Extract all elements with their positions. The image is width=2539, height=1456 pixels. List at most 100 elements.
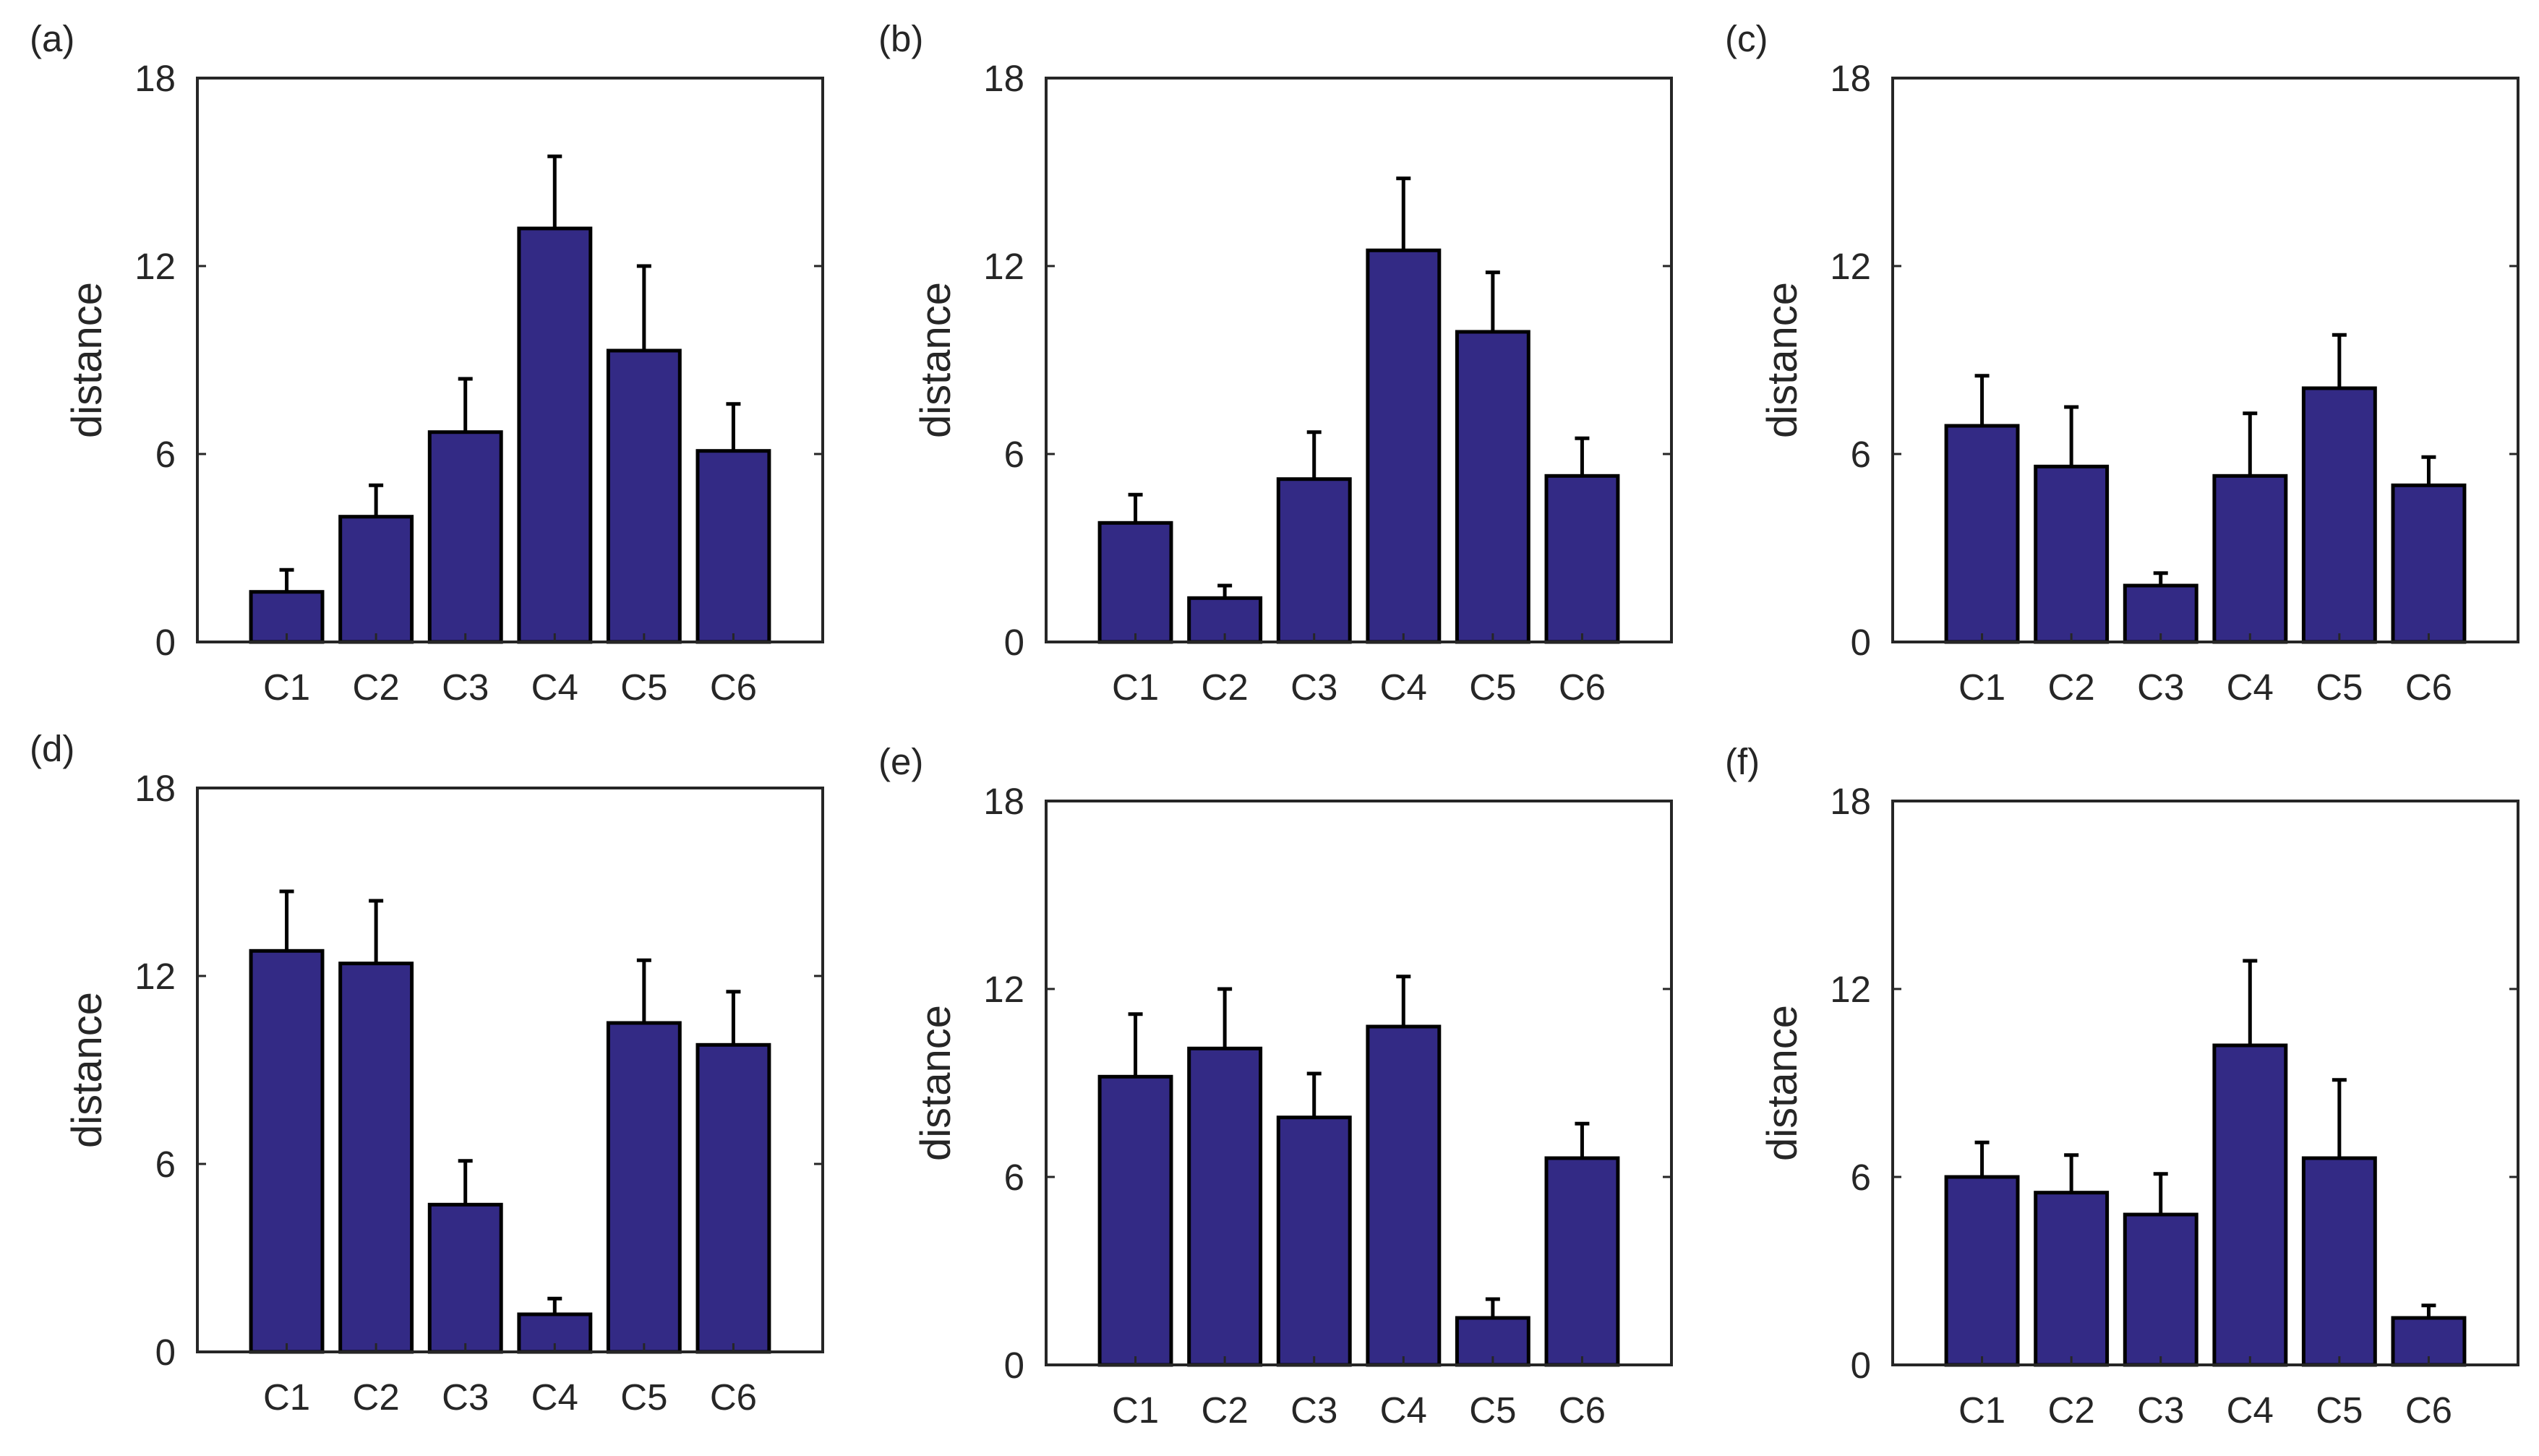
- bar-C5: [606, 348, 682, 644]
- y-tick-label-6: 6: [155, 1144, 176, 1185]
- x-tick-label-C2: C2: [353, 667, 400, 708]
- panel-label: (f): [1725, 741, 1760, 782]
- bar-C2: [2034, 464, 2110, 644]
- bar-C4: [2212, 474, 2288, 644]
- y-tick-label-6: 6: [1004, 434, 1024, 475]
- bar-C3: [427, 430, 503, 644]
- x-tick-label-C4: C4: [531, 667, 578, 708]
- plot-frame: [1891, 77, 2519, 643]
- panel-label: (b): [878, 18, 923, 59]
- bar-C3: [1276, 1115, 1352, 1367]
- bar-C3: [2123, 583, 2198, 644]
- y-tick-label-18: 18: [983, 58, 1024, 99]
- x-tick-label-C1: C1: [263, 667, 310, 708]
- y-axis-label: distance: [64, 282, 111, 438]
- panel-6: (f) distance C1 C2 C3 C4 C5 C6 0 6 12 18: [1725, 741, 2519, 1431]
- bar-C4: [2212, 1043, 2288, 1367]
- x-tick-label-C1: C1: [1112, 1389, 1159, 1431]
- bar-C1: [1944, 424, 2020, 644]
- x-tick-label-C2: C2: [1202, 667, 1249, 708]
- bar-C2: [1187, 1046, 1263, 1367]
- y-tick-label-6: 6: [1851, 434, 1871, 475]
- y-tick-label-18: 18: [1830, 58, 1871, 99]
- bar-C4: [1366, 1024, 1442, 1367]
- x-tick-label-C4: C4: [2227, 667, 2274, 708]
- y-axis-label: distance: [1759, 282, 1806, 438]
- bar-C4: [517, 226, 593, 644]
- panel-label: (c): [1725, 18, 1768, 59]
- panel-3: (c) distance C1 C2 C3 C4 C5 C6 0 6 12 18: [1725, 18, 2519, 708]
- y-tick-label-18: 18: [983, 781, 1024, 822]
- y-axis-label: distance: [64, 992, 111, 1148]
- bar-C2: [2034, 1191, 2110, 1367]
- y-tick-label-6: 6: [155, 434, 176, 475]
- y-tick-label-12: 12: [134, 246, 176, 287]
- y-tick-label-12: 12: [1830, 969, 1871, 1010]
- x-tick-label-C3: C3: [2137, 1389, 2184, 1431]
- x-tick-label-C4: C4: [2227, 1389, 2274, 1431]
- bar-C5: [606, 1021, 682, 1354]
- y-tick-label-18: 18: [134, 58, 176, 99]
- y-tick-label-12: 12: [983, 969, 1024, 1010]
- x-tick-label-C4: C4: [1380, 667, 1427, 708]
- x-tick-label-C3: C3: [1290, 667, 1337, 708]
- x-tick-label-C1: C1: [1958, 1389, 2005, 1431]
- x-tick-label-C5: C5: [2316, 667, 2363, 708]
- x-tick-label-C6: C6: [710, 667, 757, 708]
- panel-2: (b) distance C1 C2 C3 C4 C5 C6 0 6 12 18: [878, 18, 1673, 708]
- bar-C3: [2123, 1212, 2198, 1367]
- y-axis-label: distance: [912, 282, 959, 438]
- bar-C6: [1544, 474, 1620, 644]
- plot-frame: [196, 77, 824, 643]
- bar-C1: [249, 948, 325, 1354]
- x-tick-label-C6: C6: [2405, 1389, 2452, 1431]
- panel-label: (e): [878, 741, 923, 782]
- y-tick-label-0: 0: [155, 622, 176, 663]
- plot-frame: [1891, 800, 2519, 1366]
- x-tick-label-C1: C1: [263, 1376, 310, 1418]
- bar-C3: [427, 1202, 503, 1354]
- bar-C6: [695, 449, 771, 644]
- x-tick-label-C6: C6: [710, 1376, 757, 1418]
- plot-frame: [196, 787, 824, 1353]
- bar-C3: [1276, 477, 1352, 644]
- x-tick-label-C2: C2: [1202, 1389, 1249, 1431]
- x-tick-label-C4: C4: [1380, 1389, 1427, 1431]
- x-tick-label-C5: C5: [1469, 1389, 1516, 1431]
- x-tick-label-C6: C6: [2405, 667, 2452, 708]
- x-tick-label-C2: C2: [2048, 667, 2095, 708]
- x-tick-label-C6: C6: [1559, 1389, 1606, 1431]
- x-tick-label-C1: C1: [1958, 667, 2005, 708]
- y-tick-label-0: 0: [1851, 622, 1871, 663]
- y-tick-label-18: 18: [1830, 781, 1871, 822]
- bar-C5: [2301, 386, 2377, 644]
- panel-5: (e) distance C1 C2 C3 C4 C5 C6 0 6 12 18: [878, 741, 1673, 1431]
- panel-1: (a) distance C1 C2 C3 C4 C5 C6 0 6 12 18: [30, 18, 824, 708]
- panel-4: (d) distance C1 C2 C3 C4 C5 C6 0 6 12 18: [30, 728, 824, 1418]
- bar-C5: [1455, 330, 1530, 644]
- x-tick-label-C5: C5: [620, 1376, 667, 1418]
- y-axis-label: distance: [1759, 1005, 1806, 1161]
- x-tick-label-C5: C5: [2316, 1389, 2363, 1431]
- bar-C6: [695, 1042, 771, 1354]
- bar-C6: [2391, 483, 2467, 644]
- y-axis-label: distance: [912, 1005, 959, 1161]
- bar-C1: [1944, 1175, 2020, 1367]
- x-tick-label-C3: C3: [442, 667, 489, 708]
- x-tick-label-C3: C3: [442, 1376, 489, 1418]
- x-tick-label-C2: C2: [353, 1376, 400, 1418]
- y-tick-label-18: 18: [134, 768, 176, 809]
- y-tick-label-6: 6: [1004, 1157, 1024, 1198]
- y-tick-label-0: 0: [1004, 622, 1024, 663]
- bar-C1: [1097, 521, 1173, 644]
- bar-C1: [1097, 1074, 1173, 1367]
- y-tick-label-0: 0: [1851, 1345, 1871, 1386]
- y-tick-label-0: 0: [155, 1332, 176, 1373]
- x-tick-label-C1: C1: [1112, 667, 1159, 708]
- x-tick-label-C6: C6: [1559, 667, 1606, 708]
- x-tick-label-C5: C5: [620, 667, 667, 708]
- panel-label: (d): [30, 728, 74, 769]
- y-tick-label-6: 6: [1851, 1157, 1871, 1198]
- x-tick-label-C5: C5: [1469, 667, 1516, 708]
